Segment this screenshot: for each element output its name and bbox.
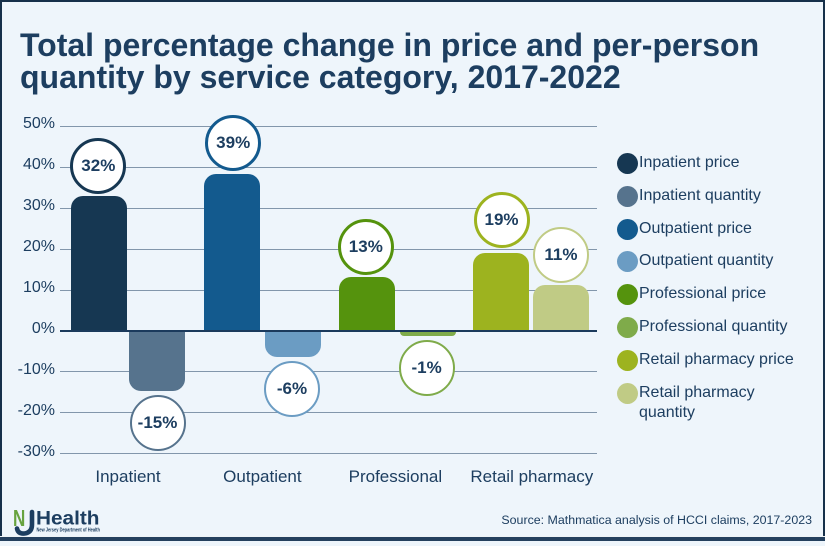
svg-text:New Jersey Department of Healt: New Jersey Department of Health <box>37 527 101 533</box>
svg-text:N: N <box>14 507 25 532</box>
svg-text:Health: Health <box>36 508 100 529</box>
